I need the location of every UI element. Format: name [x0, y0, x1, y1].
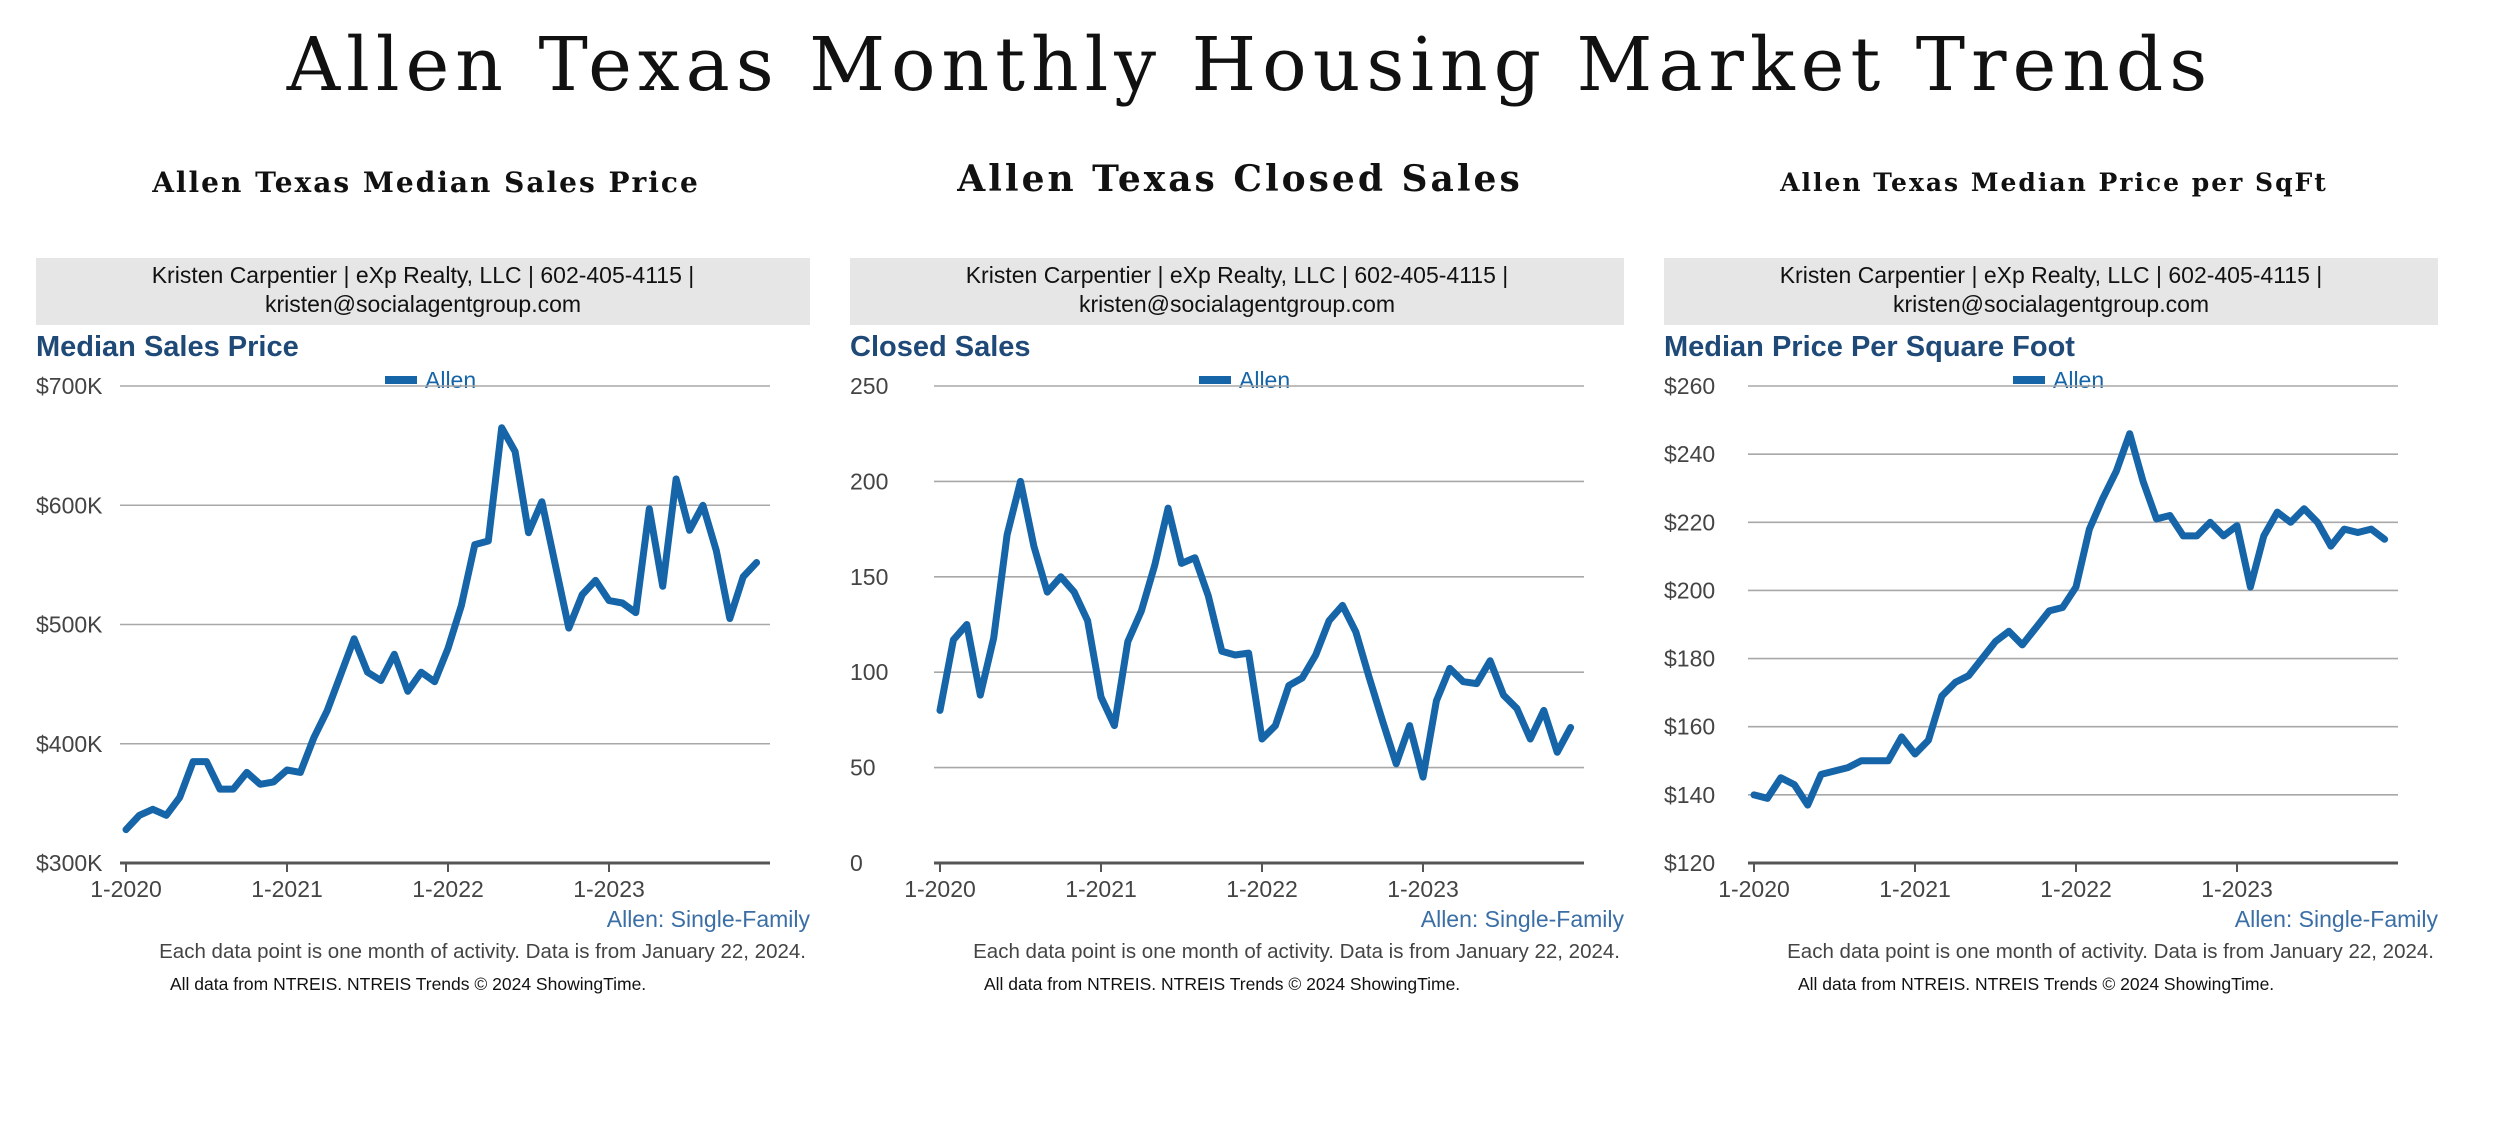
x-tick-label: 1-2023	[2201, 876, 2273, 902]
y-tick-label: $120	[1664, 850, 1715, 876]
y-tick-label: $240	[1664, 441, 1715, 467]
x-tick-label: 1-2021	[251, 876, 323, 902]
legend-label: Allen	[2053, 367, 2104, 393]
x-tick-label: 1-2020	[1718, 876, 1790, 902]
y-tick-label: $160	[1664, 714, 1715, 740]
series-note: Allen: Single-Family	[607, 906, 811, 932]
y-tick-label: 50	[850, 755, 876, 781]
series-note: Allen: Single-Family	[1421, 906, 1625, 932]
chart-heading: Closed Sales	[850, 331, 1031, 363]
panel-title: Allen Texas Median Price per SqFt	[1780, 168, 2328, 197]
series-note: Allen: Single-Family	[2235, 906, 2439, 932]
x-tick-label: 1-2022	[2040, 876, 2112, 902]
y-tick-label: $180	[1664, 646, 1715, 672]
y-tick-label: $300K	[36, 850, 103, 876]
footnote-source: All data from NTREIS. NTREIS Trends © 20…	[984, 974, 1460, 994]
agent-email: kristen@socialagentgroup.com	[1892, 291, 2210, 317]
agent-banner: Kristen Carpentier | eXp Realty, LLC | 6…	[850, 258, 1624, 325]
y-tick-label: $400K	[36, 731, 103, 757]
panel-title: Allen Texas Median Sales Price	[152, 166, 700, 199]
page-title: Allen Texas Monthly Housing Market Trend…	[286, 22, 2214, 108]
agent-contact-line: Kristen Carpentier | eXp Realty, LLC | 6…	[151, 262, 695, 288]
chart-panel-closed-sales: Allen Texas Closed Sales Kristen Carpent…	[850, 150, 1630, 1050]
agent-email: kristen@socialagentgroup.com	[1078, 291, 1396, 317]
line-chart: Closed Sales Allen 0 50 100 150 200 250 1-2020 1-…	[850, 331, 1625, 994]
x-tick-label: 1-2023	[1387, 876, 1459, 902]
chart-panel-median-sales-price: Allen Texas Median Sales Price Kristen C…	[36, 150, 816, 1050]
footnote-source: All data from NTREIS. NTREIS Trends © 20…	[1798, 974, 2274, 994]
y-tick-label: $260	[1664, 373, 1715, 399]
series-line-allen	[936, 477, 1575, 781]
y-tick-label: 100	[850, 659, 888, 685]
agent-contact-line: Kristen Carpentier | eXp Realty, LLC | 6…	[965, 262, 1509, 288]
y-tick-label: 0	[850, 850, 863, 876]
footnote-data-date: Each data point is one month of activity…	[159, 940, 806, 963]
y-tick-label: $220	[1664, 509, 1715, 535]
x-tick-label: 1-2020	[90, 876, 162, 902]
x-tick-label: 1-2023	[573, 876, 645, 902]
legend-label: Allen	[425, 367, 476, 393]
x-tick-label: 1-2022	[1226, 876, 1298, 902]
series-line-allen	[1750, 430, 2389, 809]
y-tick-label: $200	[1664, 577, 1715, 603]
y-tick-label: $700K	[36, 373, 103, 399]
panel-title: Allen Texas Closed Sales	[957, 158, 1523, 200]
chart-heading: Median Price Per Square Foot	[1664, 331, 2075, 363]
y-tick-label: 200	[850, 468, 888, 494]
legend-label: Allen	[1239, 367, 1290, 393]
x-tick-label: 1-2022	[412, 876, 484, 902]
footnote-source: All data from NTREIS. NTREIS Trends © 20…	[170, 974, 646, 994]
chart-heading: Median Sales Price	[36, 331, 299, 363]
line-chart: Median Price Per Square Foot Allen $120 $14…	[1664, 331, 2439, 994]
y-tick-label: $600K	[36, 492, 103, 518]
x-tick-label: 1-2021	[1065, 876, 1137, 902]
footnote-data-date: Each data point is one month of activity…	[1787, 940, 2434, 963]
y-tick-label: 250	[850, 373, 888, 399]
agent-email: kristen@socialagentgroup.com	[264, 291, 582, 317]
x-tick-label: 1-2020	[904, 876, 976, 902]
y-tick-label: $140	[1664, 782, 1715, 808]
agent-banner: Kristen Carpentier | eXp Realty, LLC | 6…	[36, 258, 810, 325]
agent-contact-line: Kristen Carpentier | eXp Realty, LLC | 6…	[1779, 262, 2323, 288]
line-chart: Median Sales Price Allen $300K $400K $500K $6…	[36, 331, 811, 994]
agent-banner: Kristen Carpentier | eXp Realty, LLC | 6…	[1664, 258, 2438, 325]
series-line-allen	[122, 424, 761, 834]
footnote-data-date: Each data point is one month of activity…	[973, 940, 1620, 963]
x-tick-label: 1-2021	[1879, 876, 1951, 902]
y-tick-label: 150	[850, 564, 888, 590]
chart-panel-price-per-sqft: Allen Texas Median Price per SqFt Kriste…	[1664, 150, 2444, 1050]
y-tick-label: $500K	[36, 612, 103, 638]
